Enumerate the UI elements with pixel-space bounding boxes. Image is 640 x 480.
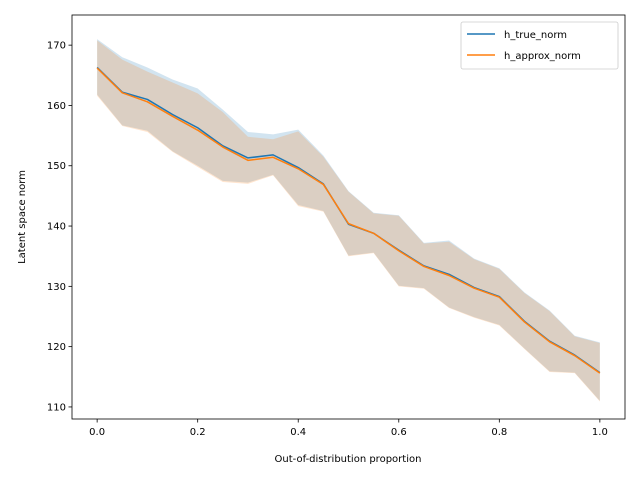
y-axis-ticks: 110 120 130 140 150 160 170: [47, 41, 72, 413]
y-axis-label: Latent space norm: [17, 170, 28, 264]
confidence-bands: [97, 39, 600, 402]
y-tick-label: 120: [47, 342, 66, 353]
plot-frame: [71, 14, 626, 420]
x-axis-ticks: 0.0 0.2 0.4 0.6 0.8 1.0: [89, 419, 608, 438]
legend-label-h-approx-norm: h_approx_norm: [504, 51, 581, 62]
y-tick-label: 160: [47, 101, 66, 112]
x-tick-label: 0.0: [89, 427, 105, 438]
y-tick-label: 110: [47, 402, 66, 413]
legend-label-h-true-norm: h_true_norm: [504, 30, 567, 41]
line-h-approx-norm: [96, 67, 601, 374]
legend-box: [460, 21, 619, 70]
x-tick-label: 0.8: [491, 427, 507, 438]
series-lines: [96, 66, 601, 374]
band-h-true-norm: [97, 39, 600, 401]
y-tick-label: 150: [47, 161, 66, 172]
x-tick-label: 0.2: [190, 427, 206, 438]
y-tick-label: 140: [47, 222, 66, 233]
x-tick-label: 1.0: [592, 427, 608, 438]
x-tick-label: 0.4: [290, 427, 306, 438]
y-tick-label: 170: [47, 41, 66, 52]
legend: h_true_norm h_approx_norm: [460, 21, 619, 70]
y-tick-label: 130: [47, 282, 66, 293]
x-axis-label: Out-of-distribution proportion: [275, 454, 422, 465]
band-h-approx-norm: [97, 40, 600, 402]
x-tick-label: 0.6: [391, 427, 407, 438]
